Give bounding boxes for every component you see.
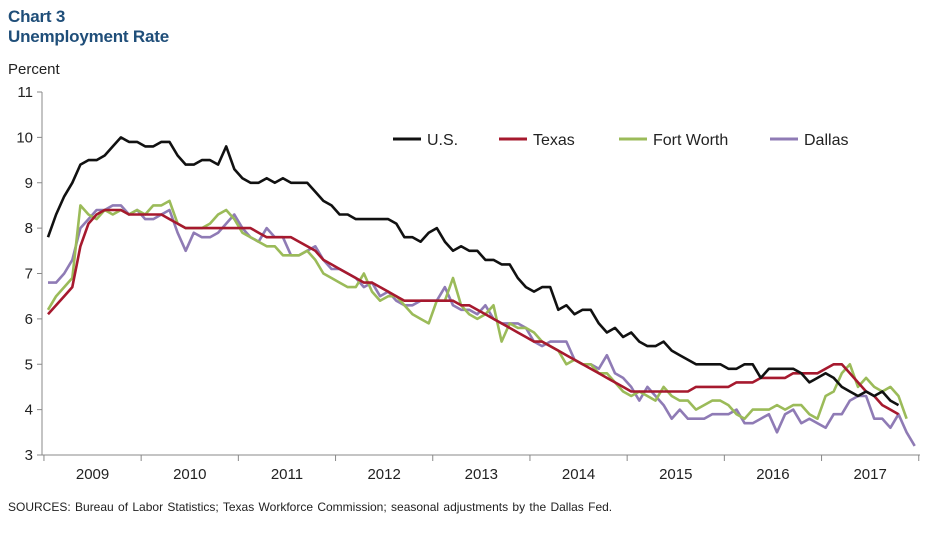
series-lines <box>46 136 916 447</box>
x-tick-label: 2010 <box>173 466 206 483</box>
y-tick-label: 10 <box>16 129 33 146</box>
legend-label: Fort Worth <box>653 132 728 149</box>
series-line-u-s <box>46 136 900 407</box>
x-axis: 2009 2010 2011 2012 2013 2014 2015 2016 2017 <box>42 454 920 483</box>
legend: U.S. Texas Fort Worth Dallas <box>393 132 848 149</box>
y-axis-label: Percent <box>8 61 61 78</box>
series-line-dallas <box>48 204 916 447</box>
legend-label: Texas <box>533 132 575 149</box>
x-tick-label: 2016 <box>756 466 789 483</box>
legend-label: Dallas <box>804 132 848 149</box>
y-tick-label: 5 <box>25 356 33 373</box>
x-tick-label: 2017 <box>853 466 886 483</box>
x-tick-label: 2015 <box>659 466 692 483</box>
y-tick-label: 3 <box>25 447 33 464</box>
x-tick-label: 2013 <box>465 466 498 483</box>
y-tick-label: 9 <box>25 175 33 192</box>
y-axis: 3 4 5 6 7 8 9 10 11 <box>16 84 43 464</box>
chart-number: Chart 3 <box>8 7 66 26</box>
x-tick-label: 2012 <box>367 466 400 483</box>
sources-note: SOURCES: Bureau of Labor Statistics; Tex… <box>8 500 613 514</box>
unemployment-line-chart: Percent 3 4 5 6 7 8 9 10 11 2009 2010 2011 2012 2013… <box>8 61 920 483</box>
series-line-texas <box>47 208 900 416</box>
y-tick-label: 7 <box>25 266 33 283</box>
y-tick-label: 6 <box>25 311 33 328</box>
y-tick-label: 8 <box>25 220 33 237</box>
y-tick-label: 4 <box>25 402 33 419</box>
chart-title: Unemployment Rate <box>8 27 169 46</box>
y-tick-label: 11 <box>17 84 33 101</box>
x-tick-label: 2014 <box>562 466 595 483</box>
legend-label: U.S. <box>427 132 458 149</box>
x-tick-label: 2009 <box>76 466 109 483</box>
x-tick-label: 2011 <box>271 466 303 483</box>
